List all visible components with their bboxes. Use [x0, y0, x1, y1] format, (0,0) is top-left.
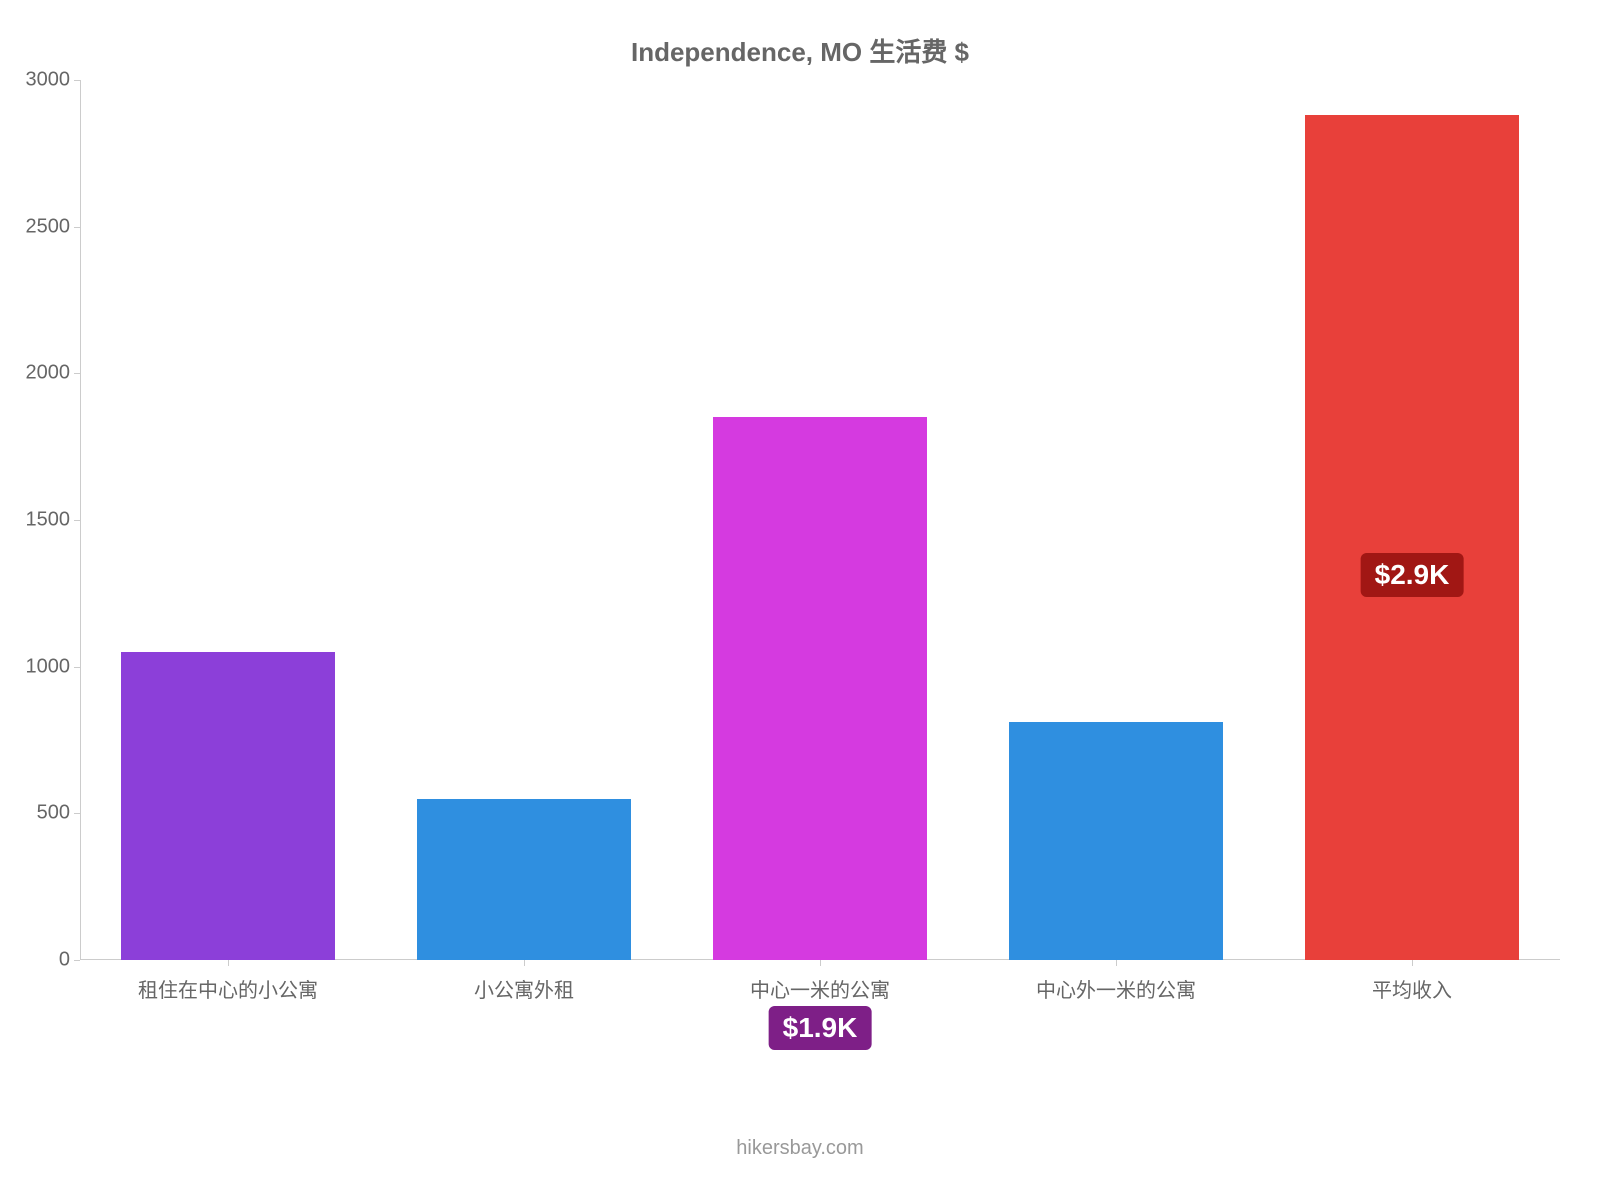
- y-tick-label: 2500: [26, 215, 81, 238]
- y-tick-label: 2000: [26, 362, 81, 385]
- cost-of-living-chart: Independence, MO 生活费 $ 05001000150020002…: [0, 0, 1600, 1200]
- y-axis-line: [80, 80, 81, 960]
- x-tick-label: 平均收入: [1372, 960, 1452, 1003]
- bar-0: $1.1K: [121, 652, 334, 960]
- y-tick-label: 1500: [26, 509, 81, 532]
- x-tick-label: 租住在中心的小公寓: [138, 960, 318, 1003]
- y-tick-label: 0: [59, 949, 80, 972]
- bar-3: $810: [1009, 722, 1222, 960]
- plot-area: 050010001500200025003000$1.1K租住在中心的小公寓$5…: [80, 80, 1560, 960]
- bar-1: $550: [417, 799, 630, 960]
- chart-title: Independence, MO 生活费 $: [0, 32, 1600, 69]
- bar-2: $1.9K: [713, 417, 926, 960]
- y-tick-label: 1000: [26, 655, 81, 678]
- bar-4: $2.9K: [1305, 115, 1518, 960]
- x-tick-label: 小公寓外租: [474, 960, 574, 1003]
- bar-value-badge: $2.9K: [1361, 553, 1464, 597]
- bar-value-badge: $1.9K: [769, 1006, 872, 1050]
- x-tick-label: 中心外一米的公寓: [1036, 960, 1196, 1003]
- attribution-text: hikersbay.com: [0, 1137, 1600, 1160]
- x-tick-label: 中心一米的公寓: [750, 960, 890, 1003]
- y-tick-label: 500: [37, 802, 80, 825]
- y-tick-label: 3000: [26, 69, 81, 92]
